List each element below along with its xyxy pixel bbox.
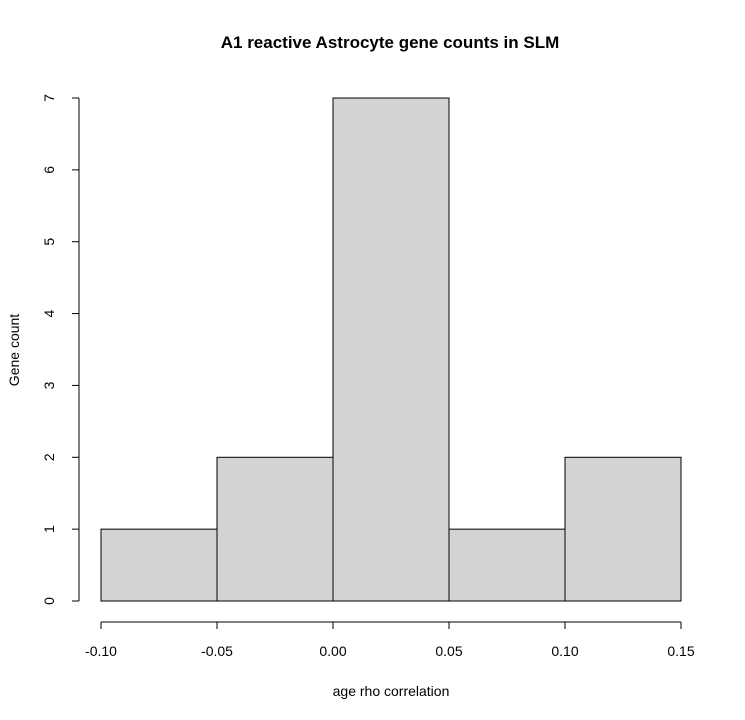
- histogram-bar: [564, 456, 682, 602]
- x-tick-label: -0.05: [201, 643, 233, 659]
- y-tick-label: 1: [41, 525, 57, 533]
- x-tick-label: 0.05: [435, 643, 462, 659]
- y-axis: 0 1 2 3 4 5 6 7: [41, 94, 80, 605]
- histogram-bar: [100, 528, 218, 602]
- y-tick-label: 0: [41, 597, 57, 605]
- x-axis-label: age rho correlation: [333, 683, 450, 699]
- y-tick-label: 2: [41, 453, 57, 461]
- x-tick-label: -0.10: [85, 643, 117, 659]
- histogram-bar: [332, 97, 450, 602]
- x-tick-label: 0.00: [319, 643, 346, 659]
- x-tick-label: 0.10: [551, 643, 578, 659]
- y-axis-label: Gene count: [6, 314, 22, 386]
- x-axis: -0.10 -0.05 0.00 0.05 0.10 0.15: [85, 621, 695, 659]
- histogram-bar: [216, 456, 334, 602]
- bars-group: [100, 97, 682, 602]
- y-tick-label: 4: [41, 309, 57, 317]
- x-tick-label: 0.15: [667, 643, 694, 659]
- y-tick-label: 6: [41, 166, 57, 174]
- y-tick-label: 3: [41, 381, 57, 389]
- chart-title: A1 reactive Astrocyte gene counts in SLM: [221, 33, 560, 52]
- y-tick-label: 7: [41, 94, 57, 102]
- y-tick-label: 5: [41, 238, 57, 246]
- histogram-bar: [448, 528, 566, 602]
